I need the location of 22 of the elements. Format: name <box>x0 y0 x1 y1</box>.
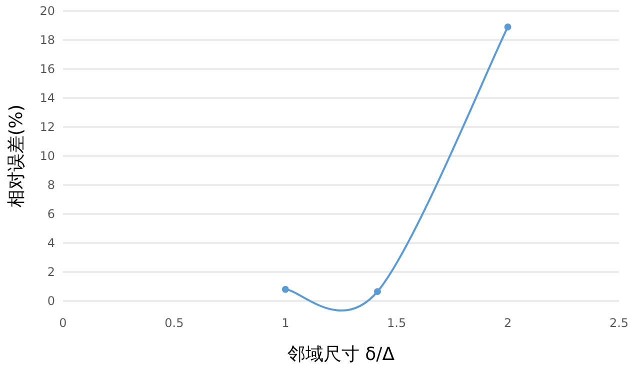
y-tick-label: 14 <box>40 91 55 105</box>
point <box>374 288 381 296</box>
x-tick-label: 1.5 <box>387 316 406 330</box>
y-axis-title: 相对误差(%) <box>6 104 27 208</box>
x-tick-label: 2 <box>504 316 512 330</box>
point <box>504 23 512 30</box>
y-tick-label: 18 <box>40 33 55 47</box>
y-tick-label: 20 <box>40 4 55 18</box>
y-tick-label: 8 <box>47 178 55 192</box>
x-axis-title: 邻域尺寸 δ/Δ <box>287 344 396 365</box>
y-tick-label: 6 <box>47 207 55 221</box>
y-tick-label: 10 <box>40 149 55 163</box>
x-tick-label: 0.5 <box>164 316 184 330</box>
y-tick-label: 0 <box>47 294 55 308</box>
x-tick-label: 2.5 <box>609 316 629 330</box>
x-tick-label: 0 <box>59 316 67 330</box>
y-tick-label: 2 <box>47 265 55 279</box>
y-tick-label: 4 <box>47 236 55 250</box>
point <box>282 286 289 293</box>
y-tick-label: 16 <box>40 62 55 76</box>
y-tick-label: 12 <box>40 120 55 134</box>
x-tick-label: 1 <box>282 316 290 330</box>
